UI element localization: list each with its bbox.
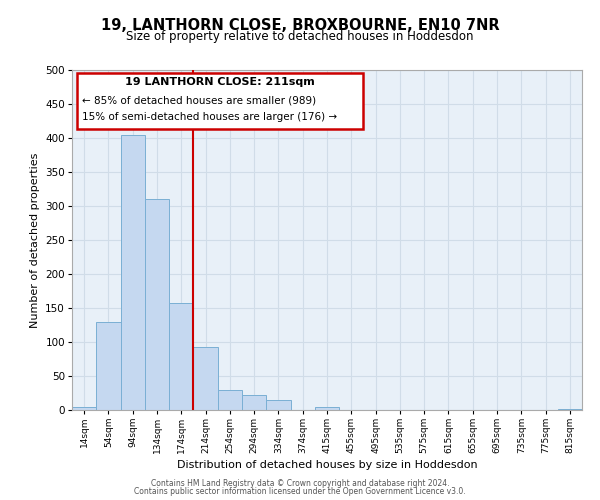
X-axis label: Distribution of detached houses by size in Hoddesdon: Distribution of detached houses by size … — [176, 460, 478, 470]
Text: Contains HM Land Registry data © Crown copyright and database right 2024.: Contains HM Land Registry data © Crown c… — [151, 478, 449, 488]
Text: Size of property relative to detached houses in Hoddesdon: Size of property relative to detached ho… — [126, 30, 474, 43]
Bar — [169, 303, 193, 410]
Bar — [218, 390, 242, 410]
Text: 15% of semi-detached houses are larger (176) →: 15% of semi-detached houses are larger (… — [82, 112, 337, 122]
Bar — [72, 406, 96, 410]
Bar — [145, 199, 169, 410]
Bar — [315, 406, 339, 410]
Y-axis label: Number of detached properties: Number of detached properties — [30, 152, 40, 328]
Text: ← 85% of detached houses are smaller (989): ← 85% of detached houses are smaller (98… — [82, 96, 316, 106]
Bar — [121, 134, 145, 410]
Bar — [558, 408, 582, 410]
Bar — [96, 322, 121, 410]
FancyBboxPatch shape — [77, 74, 363, 130]
Bar — [266, 400, 290, 410]
Bar — [242, 395, 266, 410]
Text: 19, LANTHORN CLOSE, BROXBOURNE, EN10 7NR: 19, LANTHORN CLOSE, BROXBOURNE, EN10 7NR — [101, 18, 499, 32]
Text: 19 LANTHORN CLOSE: 211sqm: 19 LANTHORN CLOSE: 211sqm — [125, 77, 315, 87]
Bar — [193, 347, 218, 410]
Text: Contains public sector information licensed under the Open Government Licence v3: Contains public sector information licen… — [134, 487, 466, 496]
